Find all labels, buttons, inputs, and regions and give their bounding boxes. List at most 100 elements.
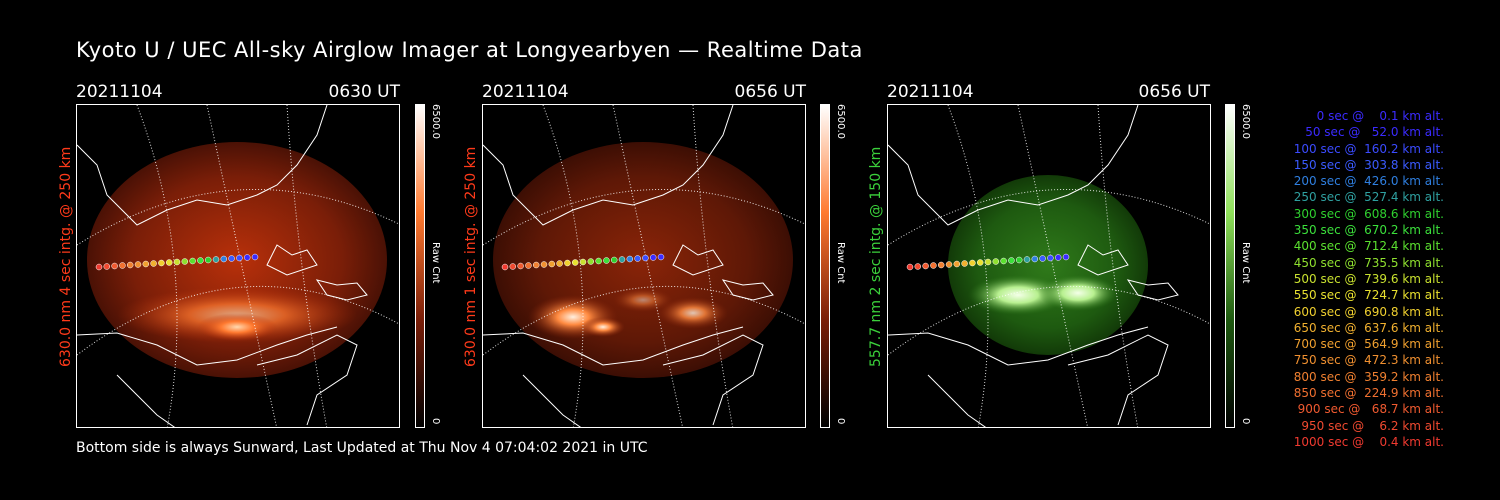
panel-date: 20211104	[482, 82, 569, 102]
trajectory-point	[961, 260, 968, 267]
trajectory-point	[540, 261, 548, 268]
legend-row: 0 sec @ 0.1 km alt.	[1305, 109, 1444, 123]
trajectory-point	[204, 256, 212, 264]
trajectory-point	[1062, 253, 1070, 261]
legend-row: 400 sec @ 712.4 km alt.	[1289, 239, 1444, 254]
trajectory-point	[634, 255, 641, 262]
trajectory-point	[532, 261, 540, 269]
trajectory-point	[525, 262, 532, 269]
trajectory-point	[212, 256, 220, 263]
panel-side-label: 630.0 nm 1 sec intg. @ 250 km	[463, 146, 479, 367]
panel-side-label: 557.7 nm 2 sec intg. @ 150 km	[868, 146, 884, 367]
trajectory-point	[595, 257, 602, 265]
trajectory-point	[165, 259, 173, 266]
trajectory-point	[95, 263, 103, 271]
trajectory-point	[1039, 255, 1046, 262]
trajectory-point	[992, 258, 1000, 265]
legend-row: 950 sec @ 6.2 km alt.	[1297, 418, 1444, 433]
panel-time: 0656 UT	[1138, 82, 1211, 102]
panel-time: 0630 UT	[328, 82, 401, 102]
trajectory-point	[228, 255, 235, 262]
trajectory-legend: 0 sec @ 0.1 km alt. 50 sec @ 52.0 km alt…	[1262, 108, 1444, 450]
trajectory-point	[103, 263, 111, 270]
panel-date: 20211104	[76, 82, 163, 102]
trajectory-point	[610, 256, 618, 264]
trajectory-point	[984, 258, 992, 266]
trajectory-point	[649, 254, 657, 261]
legend-row: 450 sec @ 735.5 km alt.	[1289, 255, 1444, 270]
trajectory-point	[150, 260, 157, 267]
legend-row: 800 sec @ 359.2 km alt.	[1289, 369, 1444, 384]
trajectory-point	[945, 261, 953, 268]
trajectory-point	[119, 262, 126, 269]
trajectory-point	[111, 262, 118, 270]
trajectory-point	[1054, 254, 1062, 261]
legend-row: 650 sec @ 637.6 km alt.	[1289, 320, 1444, 335]
trajectory-point	[517, 262, 524, 270]
trajectory-point	[236, 254, 243, 262]
rocket-trajectory	[95, 253, 259, 271]
trajectory-point	[1047, 254, 1054, 262]
legend-row: 550 sec @ 724.7 km alt.	[1289, 288, 1444, 303]
legend-row: 600 sec @ 690.8 km alt.	[1289, 304, 1444, 319]
trajectory-point	[969, 259, 976, 267]
legend-row: 500 sec @ 739.6 km alt.	[1289, 271, 1444, 286]
trajectory-point	[220, 255, 228, 263]
legend-row: 200 sec @ 426.0 km alt.	[1289, 174, 1444, 189]
allsky-image	[76, 104, 400, 428]
trajectory-point	[579, 258, 587, 266]
trajectory-point	[1008, 257, 1015, 264]
colorbar-unit-label: Raw Cnt	[835, 242, 846, 284]
colorbar-max-label: 6500.0	[1240, 104, 1251, 139]
legend-row: 700 sec @ 564.9 km alt.	[1289, 337, 1444, 352]
legend-row: 50 sec @ 52.0 km alt.	[1297, 125, 1444, 140]
trajectory-point	[134, 261, 142, 268]
trajectory-point	[181, 258, 189, 265]
colorbar	[820, 104, 830, 428]
colorbar	[1225, 104, 1235, 428]
trajectory-point	[906, 263, 914, 271]
legend-row: 1000 sec @ 0.4 km alt.	[1293, 434, 1444, 449]
trajectory-point	[587, 258, 595, 265]
trajectory-point	[251, 253, 259, 261]
allsky-image	[482, 104, 806, 428]
trajectory-point	[243, 254, 251, 261]
trajectory-point	[914, 263, 922, 270]
trajectory-point	[1015, 256, 1023, 264]
legend-row: 150 sec @ 303.8 km alt.	[1289, 157, 1444, 172]
trajectory-point	[976, 259, 984, 266]
panel-date: 20211104	[887, 82, 974, 102]
colorbar-min-label: 0	[1240, 418, 1251, 425]
legend-row: 350 sec @ 670.2 km alt.	[1289, 223, 1444, 238]
trajectory-point	[556, 260, 563, 267]
colorbar-max-label: 6500.0	[835, 104, 846, 139]
trajectory-point	[603, 257, 610, 264]
trajectory-point	[937, 261, 945, 269]
trajectory-point	[158, 259, 165, 267]
trajectory-point	[509, 263, 517, 270]
trajectory-point	[618, 256, 626, 263]
colorbar-min-label: 0	[835, 418, 846, 425]
trajectory-point	[189, 257, 196, 265]
trajectory-point	[642, 254, 649, 262]
trajectory-point	[1023, 256, 1031, 263]
footer-status: Bottom side is always Sunward, Last Upda…	[76, 440, 648, 456]
trajectory-point	[1031, 255, 1039, 263]
page-title: Kyoto U / UEC All-sky Airglow Imager at …	[76, 38, 863, 62]
trajectory-point	[548, 260, 556, 268]
legend-row: 900 sec @ 68.7 km alt.	[1293, 402, 1444, 417]
colorbar-unit-label: Raw Cnt	[1240, 242, 1251, 284]
trajectory-point	[930, 262, 937, 269]
legend-row: 300 sec @ 608.6 km alt.	[1289, 206, 1444, 221]
legend-row: 250 sec @ 527.4 km alt.	[1289, 190, 1444, 205]
trajectory-point	[626, 255, 634, 263]
trajectory-point	[922, 262, 929, 270]
rocket-trajectory	[501, 253, 665, 271]
legend-row: 100 sec @ 160.2 km alt.	[1289, 141, 1444, 156]
panel-side-label: 630.0 nm 4 sec intg. @ 250 km	[58, 146, 74, 367]
legend-row: 850 sec @ 224.9 km alt.	[1289, 386, 1444, 401]
trajectory-point	[571, 259, 579, 266]
trajectory-point	[501, 263, 509, 271]
legend-row: 750 sec @ 472.3 km alt.	[1289, 353, 1444, 368]
trajectory-point	[173, 258, 181, 266]
